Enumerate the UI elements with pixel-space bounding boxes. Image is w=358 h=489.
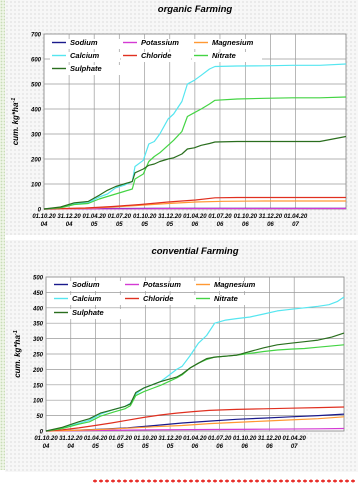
y-tick-label: 450	[32, 291, 44, 297]
legend-item-background	[192, 39, 262, 49]
y-axis-label: cum. kg*ha-1	[11, 98, 20, 146]
x-tick-label: 01.10.20 04	[32, 214, 56, 228]
convential-farming-chart: convential Farming 0 50 100 150 200 250 300 350 4…	[13, 246, 345, 450]
legend-item-background	[50, 39, 120, 49]
legend-label-calcium: Calcium	[70, 51, 100, 60]
y-tick-label: 0	[40, 430, 44, 436]
series-line-nitrate	[43, 96, 347, 210]
y-axis-label: cum. kg*ha-1	[13, 330, 22, 378]
y-tick-label: 0	[38, 208, 42, 214]
x-tick-label: 01.07.20 06	[208, 436, 232, 450]
series-line-chloride	[45, 406, 345, 432]
y-tick-label: 600	[31, 58, 42, 64]
x-tick-label: 01.04.20 06	[183, 436, 207, 450]
x-tick-label: 31.12.20 04	[59, 436, 83, 450]
x-tick-label: 31.12.20 06	[258, 436, 282, 450]
y-tick-label: 50	[36, 414, 43, 420]
series-line-chloride	[43, 196, 346, 210]
x-tick-label: 01.10.20 06	[234, 214, 258, 228]
y-tick-label: 300	[33, 337, 44, 343]
series-line-sulphate	[45, 332, 345, 432]
x-tick-label: 01.10.20 04	[34, 436, 58, 450]
x-tick-label: 31.12.20 04	[57, 214, 81, 228]
y-tick-label: 700	[31, 33, 42, 39]
y-tick-label: 100	[33, 399, 44, 405]
x-tick-label: 31.12.20 06	[259, 214, 283, 228]
legend-item-background	[194, 281, 264, 291]
y-tick-label: 500	[31, 83, 42, 89]
legend-item-background	[192, 52, 262, 62]
series-line-sulphate	[43, 135, 347, 210]
legend-item-background	[52, 309, 122, 319]
legend-label-sodium: Sodium	[72, 280, 100, 289]
y-tick-label: 400	[32, 306, 44, 312]
y-tick-label: 500	[33, 276, 44, 282]
y-tick-label: 250	[32, 353, 44, 359]
x-tick-label: 01.04.20 07	[283, 436, 307, 450]
red-dotted-divider	[92, 479, 355, 483]
y-tick-label: 200	[32, 368, 44, 374]
legend-label-nitrate: Nitrate	[212, 51, 236, 60]
legend-label-sulphate: Sulphate	[70, 64, 102, 73]
x-tick-label: 01.07.20 06	[208, 214, 232, 228]
y-tick-label: 100	[31, 183, 42, 189]
x-tick-label: 01.10.20 05	[133, 214, 157, 228]
chart-title: organic Farming	[158, 4, 233, 15]
series-line-calcium	[43, 63, 347, 210]
y-tick-label: 400	[30, 108, 42, 114]
legend-label-potassium: Potassium	[143, 280, 181, 289]
y-tick-label: 300	[31, 133, 42, 139]
legend-label-magnesium: Magnesium	[214, 280, 256, 289]
y-tick-label: 350	[33, 322, 44, 328]
x-tick-label: 01.04.20 05	[83, 214, 107, 228]
legend-item-background	[50, 52, 120, 62]
x-tick-label: 01.10.20 05	[134, 436, 158, 450]
legend-item-background	[52, 295, 122, 305]
x-tick-label: 31.12.20 05	[158, 214, 182, 228]
left-edge-texture	[0, 0, 5, 470]
x-tick-label: 01.07.20 05	[108, 214, 132, 228]
x-tick-label: 01.04.20 06	[183, 214, 207, 228]
legend-label-magnesium: Magnesium	[212, 38, 254, 47]
legend-item-background	[123, 281, 193, 291]
x-tick-label: 01.04.20 07	[284, 214, 308, 228]
y-tick-label: 200	[30, 158, 42, 164]
legend-label-nitrate: Nitrate	[214, 294, 238, 303]
legend-label-sulphate: Sulphate	[72, 308, 104, 317]
legend-label-calcium: Calcium	[72, 294, 102, 303]
x-tick-label: 31.12.20 05	[158, 436, 182, 450]
legend-label-chloride: Chloride	[141, 51, 171, 60]
chart-title: convential Farming	[151, 246, 238, 257]
legend-item-background	[121, 39, 191, 49]
organic-farming-chart: organic Farming 0 100 200 300 400 500 600 700 01.…	[11, 4, 347, 228]
y-tick-label: 150	[33, 383, 44, 389]
legend-item-background	[52, 281, 122, 291]
legend-item-background	[194, 295, 264, 305]
legend-label-sodium: Sodium	[70, 38, 98, 47]
legend: Sodium Potassium Magnesium Calcium Chloride N…	[52, 280, 264, 319]
legend: Sodium Potassium Magnesium Calcium Chloride N…	[50, 38, 262, 75]
series-line-magnesium	[45, 416, 345, 432]
legend-label-potassium: Potassium	[141, 38, 179, 47]
legend-item-background	[50, 65, 120, 75]
series-line-nitrate	[45, 344, 345, 432]
x-tick-label: 01.10.20 06	[233, 436, 257, 450]
legend-item-background	[121, 52, 191, 62]
x-tick-label: 01.04.20 05	[84, 436, 108, 450]
legend-label-chloride: Chloride	[143, 294, 173, 303]
x-tick-label: 01.07.20 05	[109, 436, 133, 450]
legend-item-background	[123, 295, 193, 305]
series-line-potassium	[45, 427, 345, 432]
